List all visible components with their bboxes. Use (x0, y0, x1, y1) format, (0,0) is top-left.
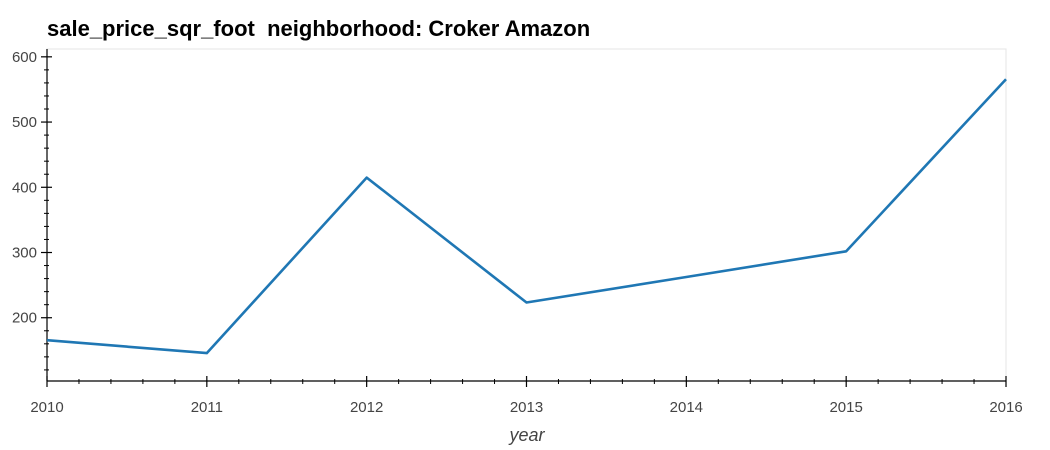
x-tick-label: 2014 (670, 399, 703, 416)
series-group (46, 78, 1007, 355)
y-tick-label: 400 (12, 179, 37, 196)
series-line (46, 78, 1007, 355)
plot-frame (46, 48, 1007, 382)
x-tick-label: 2015 (829, 399, 862, 416)
y-tick-label: 600 (12, 49, 37, 66)
x-axis: 2010 2011 2012 2013 2014 2015 2016 (30, 376, 1023, 416)
y-tick-label: 500 (12, 114, 37, 131)
chart-title: sale_price_sqr_foot neighborhood: Croker… (47, 16, 590, 41)
x-tick-label: 2016 (989, 399, 1022, 416)
x-tick-label: 2010 (30, 399, 63, 416)
y-axis: 200 300 400 500 600 (12, 49, 52, 381)
y-tick-label: 300 (12, 245, 37, 262)
x-tick-label: 2011 (191, 399, 223, 416)
y-tick-label: 200 (12, 310, 37, 327)
x-axis-label: year (507, 425, 545, 445)
x-tick-label: 2013 (510, 399, 543, 416)
x-tick-label: 2012 (350, 399, 383, 416)
